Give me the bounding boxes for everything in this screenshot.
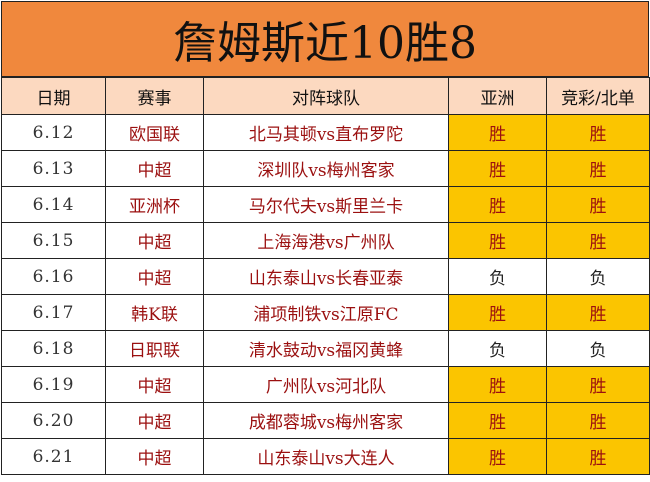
league-cell: 中超 [105, 402, 204, 439]
table-row: 6.19 中超 广州队vs河北队胜胜 [1, 366, 650, 403]
jingcai-result-cell: 胜 [546, 150, 650, 187]
table-row: 6.17 韩K联 浦项制铁vs江原FC 胜胜 [1, 294, 650, 331]
match-cell: 上海海港vs广州队 [203, 222, 449, 259]
match-cell: 山东泰山vs大连人 [203, 438, 449, 475]
match-cell: 成都蓉城vs梅州客家 [203, 402, 449, 439]
league-cell: 中超 [105, 222, 204, 259]
table-row: 6.12 欧国联 北马其顿vs直布罗陀胜胜 [1, 114, 650, 151]
jingcai-result-cell: 胜 [546, 114, 650, 151]
asia-result-cell: 胜 [448, 150, 547, 187]
jingcai-result-cell: 胜 [546, 186, 650, 223]
date-cell: 6.13 [1, 150, 106, 187]
jingcai-result-cell: 负 [546, 330, 650, 367]
date-cell: 6.12 [1, 114, 106, 151]
page-title: 詹姆斯近10胜8 [173, 18, 477, 69]
match-cell: 广州队vs河北队 [203, 366, 449, 403]
match-cell: 清水鼓动vs福冈黄蜂 [203, 330, 449, 367]
table-row: 6.13 中超 深圳队vs梅州客家胜胜 [1, 150, 650, 187]
table-row: 6.16 中超 山东泰山vs长春亚泰负负 [1, 258, 650, 295]
header-row: 日期 赛事 对阵球队 亚洲 竞彩/北单 [1, 77, 650, 115]
header-date: 日期 [1, 77, 106, 115]
asia-result-cell: 胜 [448, 222, 547, 259]
match-cell: 深圳队vs梅州客家 [203, 150, 449, 187]
date-cell: 6.15 [1, 222, 106, 259]
asia-result-cell: 胜 [448, 438, 547, 475]
match-cell: 北马其顿vs直布罗陀 [203, 114, 449, 151]
table-row: 6.21 中超 山东泰山vs大连人胜胜 [1, 438, 650, 475]
table-row: 6.20 中超 成都蓉城vs梅州客家胜胜 [1, 402, 650, 439]
asia-result-cell: 胜 [448, 186, 547, 223]
date-cell: 6.18 [1, 330, 106, 367]
date-cell: 6.14 [1, 186, 106, 223]
header-jingcai: 竞彩/北单 [546, 77, 650, 115]
asia-result-cell: 负 [448, 258, 547, 295]
date-cell: 6.21 [1, 438, 106, 475]
date-cell: 6.19 [1, 366, 106, 403]
match-cell: 马尔代夫vs斯里兰卡 [203, 186, 449, 223]
table-row: 6.18 日职联 清水鼓动vs福冈黄蜂负负 [1, 330, 650, 367]
header-asia: 亚洲 [448, 77, 547, 115]
jingcai-result-cell: 胜 [546, 438, 650, 475]
asia-result-cell: 胜 [448, 402, 547, 439]
match-cell: 浦项制铁vs江原FC [203, 294, 449, 331]
date-cell: 6.20 [1, 402, 106, 439]
date-cell: 6.16 [1, 258, 106, 295]
jingcai-result-cell: 负 [546, 258, 650, 295]
jingcai-result-cell: 胜 [546, 222, 650, 259]
header-match: 对阵球队 [203, 77, 449, 115]
jingcai-result-cell: 胜 [546, 402, 650, 439]
league-cell: 中超 [105, 366, 204, 403]
league-cell: 韩K联 [105, 294, 204, 331]
results-table: 日期 赛事 对阵球队 亚洲 竞彩/北单 6.12 欧国联 北马其顿vs直布罗陀胜胜 6… [1, 77, 650, 475]
table-row: 6.14 亚洲杯 马尔代夫vs斯里兰卡胜胜 [1, 186, 650, 223]
league-cell: 中超 [105, 438, 204, 475]
league-cell: 欧国联 [105, 114, 204, 151]
league-cell: 日职联 [105, 330, 204, 367]
table-row: 6.15 中超 上海海港vs广州队胜胜 [1, 222, 650, 259]
header-league: 赛事 [105, 77, 204, 115]
date-cell: 6.17 [1, 294, 106, 331]
jingcai-result-cell: 胜 [546, 366, 650, 403]
league-cell: 中超 [105, 258, 204, 295]
league-cell: 中超 [105, 150, 204, 187]
asia-result-cell: 胜 [448, 114, 547, 151]
jingcai-result-cell: 胜 [546, 294, 650, 331]
asia-result-cell: 胜 [448, 294, 547, 331]
match-cell: 山东泰山vs长春亚泰 [203, 258, 449, 295]
league-cell: 亚洲杯 [105, 186, 204, 223]
asia-result-cell: 负 [448, 330, 547, 367]
asia-result-cell: 胜 [448, 366, 547, 403]
title-banner: 詹姆斯近10胜8 [1, 1, 649, 77]
